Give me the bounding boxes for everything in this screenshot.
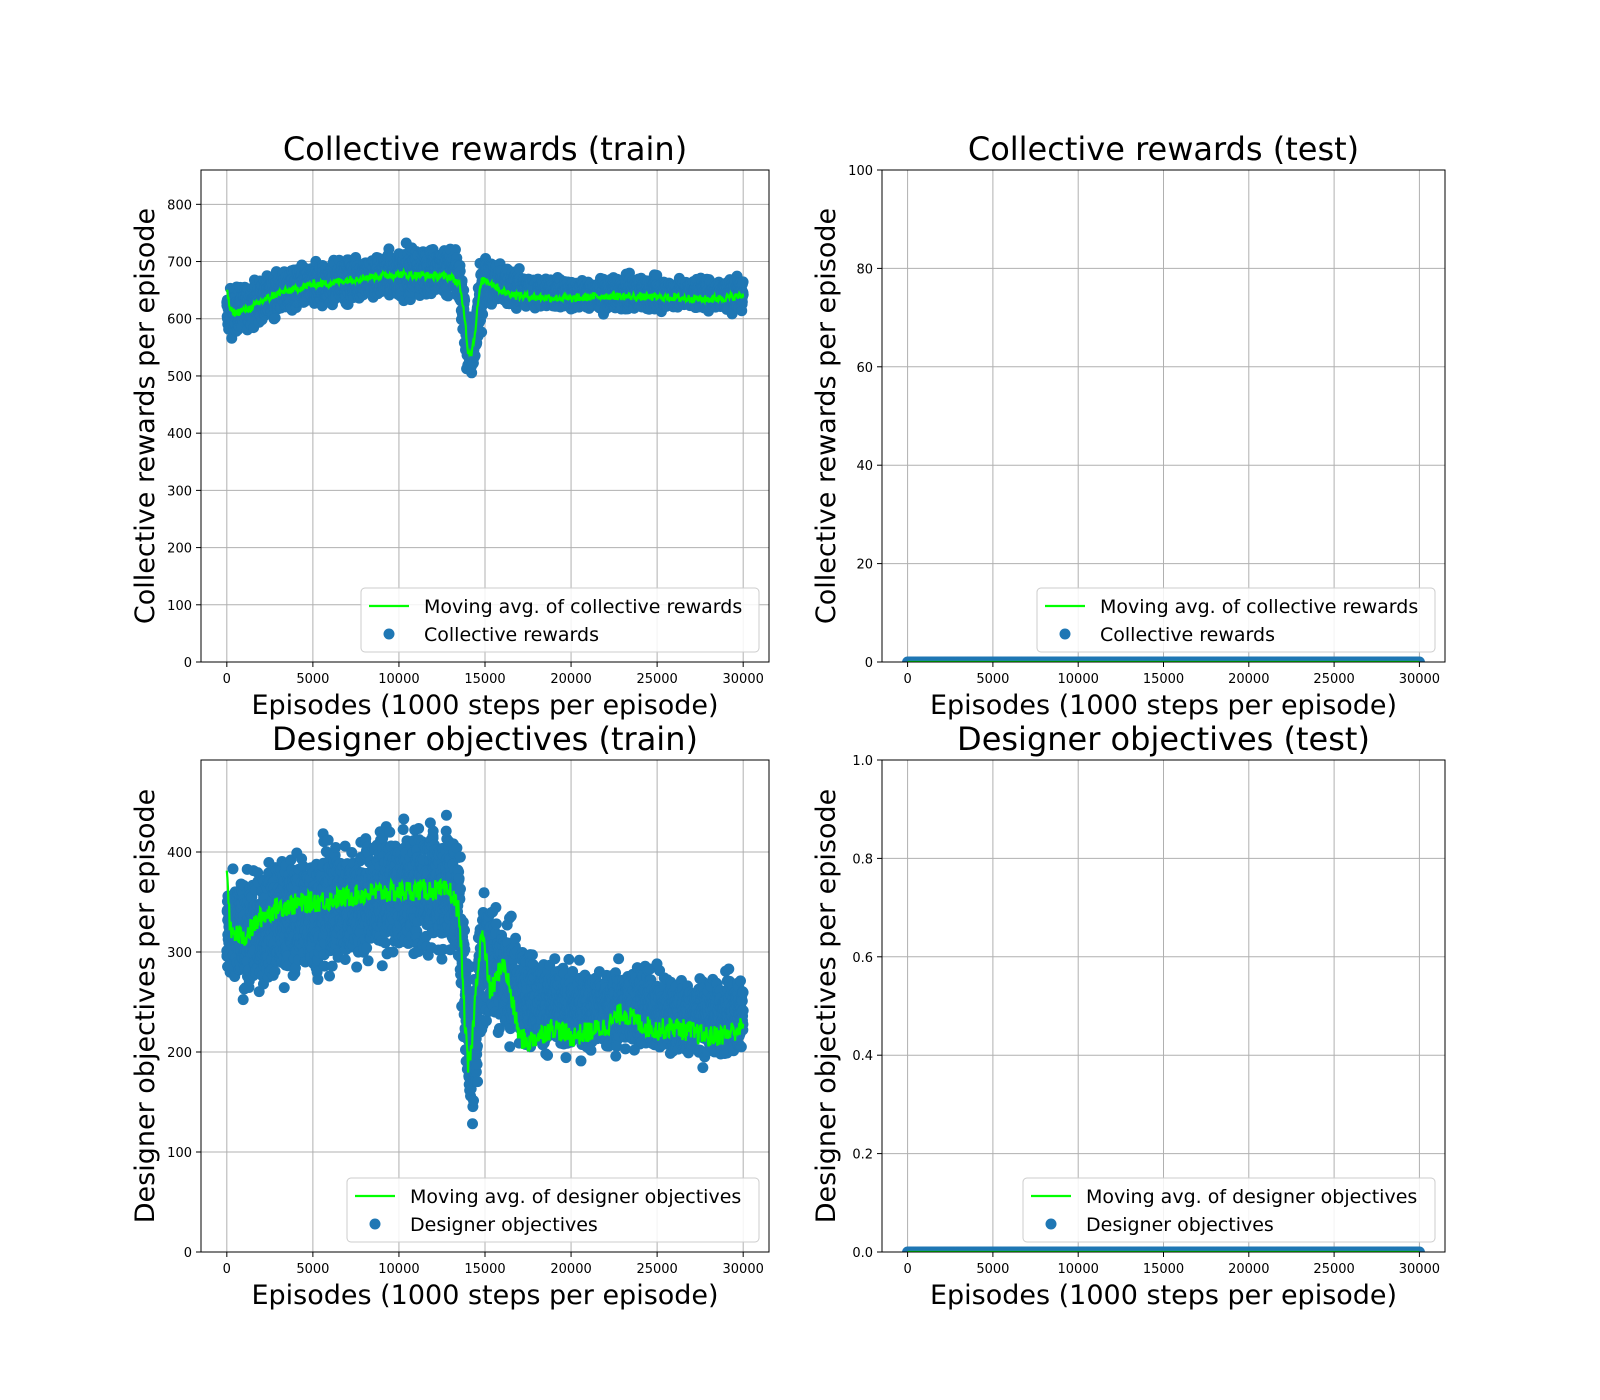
- scatter-point: [476, 326, 488, 338]
- x-tick-label: 5000: [976, 672, 1009, 687]
- scatter-point: [513, 263, 525, 275]
- legend-entry-moving-average: Moving avg. of collective rewards: [1100, 596, 1418, 618]
- plot-area: [221, 237, 749, 379]
- scatter-point: [651, 269, 663, 281]
- scatter-point: [442, 290, 454, 302]
- y-tick-label: 400: [167, 427, 192, 442]
- moving-average-line: [225, 267, 745, 359]
- y-tick-label: 300: [167, 484, 192, 499]
- x-tick-label: 0: [903, 672, 911, 687]
- x-axis-label: Episodes (1000 steps per episode): [251, 690, 718, 721]
- scatter-point: [454, 265, 466, 277]
- legend-entry-scatter: Collective rewards: [1100, 624, 1275, 646]
- x-tick-label: 20000: [1228, 672, 1269, 687]
- legend: Moving avg. of collective rewards Collect…: [360, 587, 760, 653]
- ticks: 0 5000 10000 15000 20000 25000 30000 0 20 40 60 80 1…: [848, 164, 1440, 687]
- scatter-point: [269, 312, 281, 324]
- y-tick-label: 80: [856, 262, 873, 277]
- chart-panel-3: 0 5000 10000 15000 20000 25000 300000100200300…: [130, 720, 770, 1311]
- y-axis-label: Collective rewards per episode: [130, 208, 161, 624]
- chart-title: Collective rewards (test): [968, 130, 1359, 168]
- scatter-point: [350, 252, 362, 264]
- scatter-series: [902, 656, 1425, 662]
- chart-panel-1: 0 5000 10000 15000 20000 25000 30000 0 100 200 300…: [130, 130, 770, 721]
- legend-box: [1036, 587, 1436, 653]
- scatter-point: [383, 243, 395, 255]
- scatter-point: [227, 863, 239, 875]
- x-tick-label: 30000: [1399, 672, 1440, 687]
- y-tick-label: 500: [167, 370, 192, 385]
- x-tick-label: 20000: [550, 672, 591, 687]
- x-tick-label: 30000: [723, 672, 764, 687]
- legend-entry-scatter: Collective rewards: [424, 624, 599, 646]
- scatter-point: [737, 276, 749, 288]
- x-tick-label: 10000: [378, 672, 419, 687]
- x-tick-label: 15000: [1143, 672, 1184, 687]
- plot-area: [902, 656, 1425, 662]
- y-tick-label: 0: [184, 656, 192, 671]
- scatter-point: [1413, 656, 1425, 662]
- x-axis-label: Episodes (1000 steps per episode): [930, 690, 1397, 721]
- y-tick-label: 100: [848, 164, 873, 179]
- y-tick-label: 600: [167, 313, 192, 328]
- plot-area: [221, 809, 749, 1130]
- chart-title: Collective rewards (train): [283, 130, 687, 168]
- y-tick-label: 40: [856, 459, 873, 474]
- y-tick-label: 20: [856, 558, 873, 573]
- scatter-point: [477, 308, 489, 320]
- y-tick-label: 200: [167, 542, 192, 557]
- x-tick-label: 25000: [1313, 672, 1354, 687]
- legend-box: [360, 587, 760, 653]
- x-tick-label: 10000: [1058, 672, 1099, 687]
- x-tick-label: 15000: [464, 672, 505, 687]
- y-tick-label: 100: [167, 599, 192, 614]
- x-tick-label: 25000: [636, 672, 677, 687]
- legend: Moving avg. of collective rewards Collect…: [1036, 587, 1436, 653]
- x-tick-label: 0: [223, 672, 231, 687]
- scatter-point: [466, 367, 478, 379]
- y-axis-label: Collective rewards per episode: [811, 208, 842, 624]
- legend-marker-swatch: [383, 628, 395, 640]
- chart-panel-2: 0 5000 10000 15000 20000 25000 30000 0 20 40 60 80 1…: [811, 130, 1446, 721]
- legend-entry-moving-average: Moving avg. of collective rewards: [424, 596, 742, 618]
- y-tick-label: 60: [856, 361, 873, 376]
- scatter-point: [237, 994, 249, 1006]
- y-tick-label: 700: [167, 256, 192, 271]
- y-tick-label: 800: [167, 198, 192, 213]
- ticks: 0 5000 10000 15000 20000 25000 30000 0 100 200 300…: [167, 198, 764, 687]
- x-tick-label: 5000: [296, 672, 329, 687]
- y-tick-label: 0: [865, 656, 873, 671]
- scatter-point: [449, 244, 461, 256]
- legend-marker-swatch: [1059, 628, 1071, 640]
